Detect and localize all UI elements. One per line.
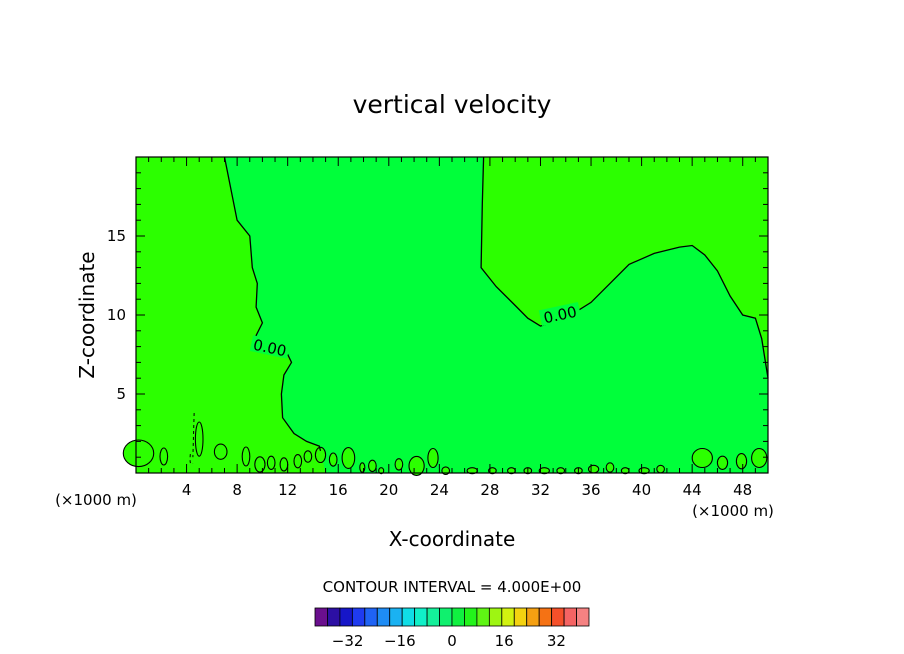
x-tick-label: 32 xyxy=(531,481,550,499)
surface-blob xyxy=(314,446,327,464)
contour-label-bg-left xyxy=(249,335,291,359)
x-tick-label: 8 xyxy=(232,481,242,499)
x-tick-label: 16 xyxy=(329,481,348,499)
surface-blob xyxy=(408,455,425,476)
dashed-contour xyxy=(189,412,195,465)
x-tick-label: 4 xyxy=(182,481,192,499)
x-tick-label: 36 xyxy=(581,481,600,499)
surface-blob xyxy=(605,462,615,473)
surface-blob xyxy=(266,455,276,470)
y-tick-label: 5 xyxy=(116,385,126,403)
colorbar-labels: −32 −16 0 16 32 xyxy=(332,632,566,650)
colorbar-swatch xyxy=(526,607,540,627)
surface-blob xyxy=(556,467,566,475)
surface-blob xyxy=(656,464,665,474)
x-tick-label: 44 xyxy=(683,481,702,499)
x-axis-ticks: 4 8 12 16 20 24 28 32 36 40 44 48 xyxy=(182,481,752,499)
colorbar-swatch xyxy=(551,607,565,627)
colorbar-swatch xyxy=(538,607,553,627)
surface-blob xyxy=(241,446,251,467)
surface-blob xyxy=(194,421,204,457)
colorbar-swatch xyxy=(426,607,440,627)
colorbar-swatch xyxy=(389,607,403,627)
colorbar-swatch xyxy=(364,607,378,627)
chart-title: vertical velocity xyxy=(353,90,552,119)
colorbar-swatch xyxy=(451,607,465,627)
x-axis-label: X-coordinate xyxy=(389,527,516,551)
colorbar-tick-label: 0 xyxy=(447,632,457,650)
surface-blob xyxy=(368,459,377,473)
y-tick-label: 10 xyxy=(107,306,126,324)
surface-blob xyxy=(394,458,404,471)
x-unit-label-right: (×1000 m) xyxy=(692,502,774,520)
surface-blob xyxy=(488,467,497,475)
colorbar-swatch xyxy=(488,607,503,627)
x-tick-label: 48 xyxy=(733,481,752,499)
surface-blob xyxy=(159,447,169,466)
colorbar-swatch xyxy=(351,607,366,627)
surface-blob xyxy=(427,447,439,469)
colorbar-swatch xyxy=(439,607,453,627)
surface-blob xyxy=(735,453,748,470)
minor-ticks xyxy=(136,157,768,473)
colorbar-tick-label: −32 xyxy=(332,632,364,650)
colorbar-swatch xyxy=(501,607,515,627)
y-axis-ticks: 5 10 15 xyxy=(107,227,126,403)
colorbar-swatch xyxy=(464,607,478,627)
colorbar-tick-label: −16 xyxy=(384,632,416,650)
surface-blob xyxy=(691,447,713,469)
plot-area: 0.00 0.00 xyxy=(122,156,769,476)
near-zero-velocity-region xyxy=(224,157,769,473)
surface-contour-noise xyxy=(122,412,768,476)
colorbar-swatch xyxy=(563,607,577,627)
surface-blob xyxy=(293,454,303,469)
surface-blob xyxy=(359,462,366,473)
surface-blob xyxy=(716,455,729,470)
surface-blob xyxy=(279,457,289,472)
zero-contour-line-upper-right xyxy=(480,156,769,379)
x-unit-label-left: (×1000 m) xyxy=(55,491,137,509)
surface-blob xyxy=(587,464,600,474)
colorbar-tick-label: 32 xyxy=(547,632,566,650)
y-tick-label: 15 xyxy=(107,227,126,245)
surface-blob xyxy=(328,452,338,467)
colorbar-swatch xyxy=(576,607,590,627)
surface-blob xyxy=(122,439,155,468)
x-tick-label: 40 xyxy=(632,481,651,499)
y-axis-label: Z-coordinate xyxy=(75,251,99,378)
colorbar-swatch xyxy=(401,607,416,627)
x-tick-label: 24 xyxy=(430,481,449,499)
contour-label-bg-upper xyxy=(538,302,582,326)
contour-interval-text: CONTOUR INTERVAL = 4.000E+00 xyxy=(323,578,582,596)
x-tick-label: 28 xyxy=(480,481,499,499)
surface-blob xyxy=(303,450,313,463)
surface-blob xyxy=(538,467,550,475)
surface-blob xyxy=(341,447,356,469)
surface-blob xyxy=(751,447,768,469)
colorbar-tick-label: 16 xyxy=(495,632,514,650)
x-tick-label: 12 xyxy=(278,481,297,499)
colorbar-swatch xyxy=(327,607,341,627)
colorbar xyxy=(314,607,590,627)
surface-blob xyxy=(378,467,385,475)
colorbar-swatch xyxy=(513,607,528,627)
x-tick-label: 20 xyxy=(379,481,398,499)
colorbar-swatch xyxy=(314,607,328,627)
colorbar-swatch xyxy=(339,607,353,627)
colorbar-swatch xyxy=(376,607,391,627)
colorbar-swatch xyxy=(476,607,490,627)
colorbar-swatch xyxy=(414,607,428,627)
surface-blob xyxy=(213,443,228,460)
surface-blob xyxy=(254,456,266,473)
